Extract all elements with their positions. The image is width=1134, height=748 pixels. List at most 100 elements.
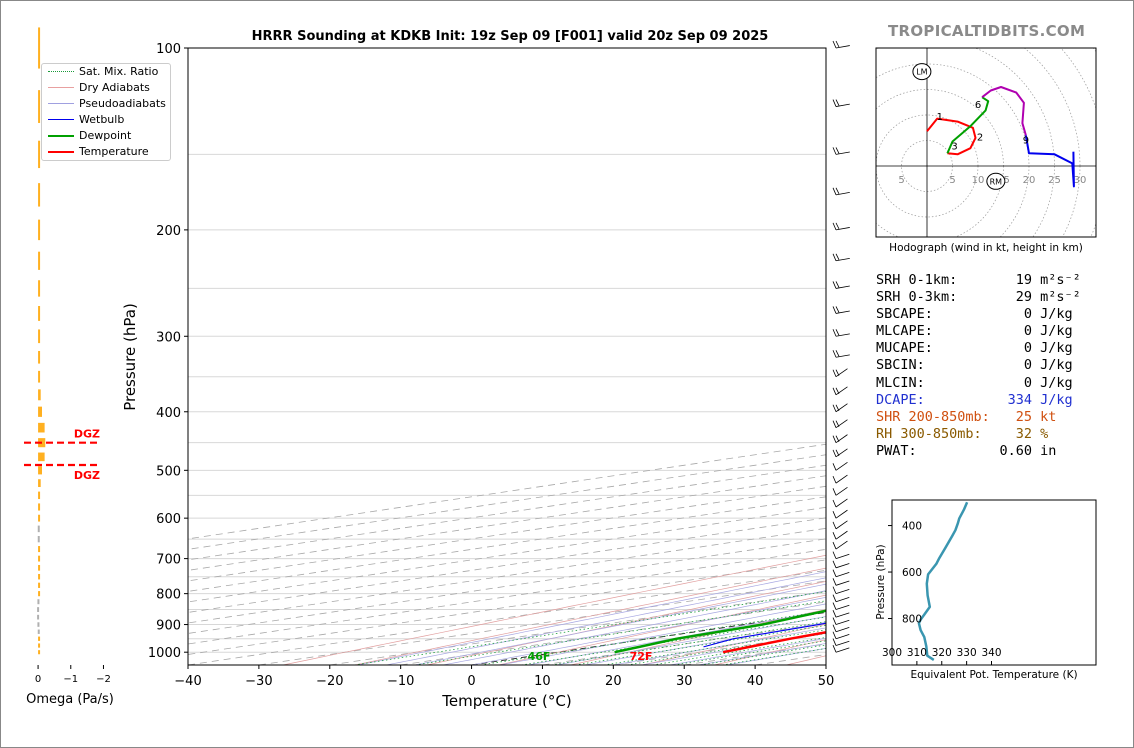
wind-barb xyxy=(832,624,850,633)
index-label: MUCAPE: xyxy=(876,340,933,357)
omega-bar xyxy=(38,514,41,522)
hodograph-frame xyxy=(875,47,1097,238)
wind-barb xyxy=(832,645,850,653)
y-tick-label: 400 xyxy=(156,406,181,421)
theta-e-y-tick-label: 600 xyxy=(902,567,922,579)
wind-barb xyxy=(832,419,848,428)
index-number: 29 xyxy=(1015,289,1032,306)
isotherm-line xyxy=(188,548,826,645)
hodograph-height-label: 1 xyxy=(937,112,943,123)
x-tick-label: −40 xyxy=(174,674,201,689)
hodograph-segment xyxy=(981,86,1027,136)
storm-motion-right-marker xyxy=(986,172,1006,190)
wind-barb xyxy=(832,329,850,337)
isotherm-line xyxy=(188,475,826,571)
surface-temperature-label: 72F xyxy=(630,650,653,663)
isotherm-line xyxy=(188,538,826,634)
wind-barb xyxy=(832,498,848,508)
hodograph-height-label: 2 xyxy=(977,133,983,144)
x-tick-label: −10 xyxy=(387,674,414,689)
pseudoadiabat xyxy=(499,603,826,665)
legend-item-wetbulb: Wetbulb xyxy=(42,112,170,128)
index-unit: J/kg xyxy=(1032,340,1073,357)
index-label: MLCIN: xyxy=(876,374,925,391)
omega-bar xyxy=(38,140,41,169)
wind-barb xyxy=(832,520,848,530)
omega-bar xyxy=(38,591,41,597)
dry-adiabat xyxy=(354,567,826,665)
legend-item-dewpoint: Dewpoint xyxy=(42,128,170,144)
hodograph-height-label: 3 xyxy=(951,142,957,153)
x-tick-label: 10 xyxy=(534,674,551,689)
index-number: 0 xyxy=(1023,306,1032,323)
index-value: 29 m²s⁻² xyxy=(984,289,1094,306)
index-number: 0 xyxy=(1023,357,1032,374)
pseudoadiabat xyxy=(528,609,826,665)
theta-e-x-tick-label: 310 xyxy=(907,647,927,659)
index-number: 334 xyxy=(1007,391,1032,408)
index-unit: J/kg xyxy=(1032,374,1073,391)
wind-barb xyxy=(832,403,848,413)
isotherm-line xyxy=(188,496,826,592)
legend-label: Dry Adiabats xyxy=(79,81,150,94)
storm-motion-left-marker xyxy=(912,63,932,81)
omega-bar xyxy=(38,555,41,562)
hodograph-ring-label: 5 xyxy=(949,175,955,186)
index-number: 32 xyxy=(1015,425,1032,442)
theta-e-x-tick-label: 320 xyxy=(932,647,952,659)
omega-bar xyxy=(37,536,40,543)
skewt-plot-area: 124681013162024303646F72F xyxy=(188,48,826,665)
omega-tick-label: 0 xyxy=(35,674,41,685)
wind-barb xyxy=(832,187,850,196)
legend-label: Wetbulb xyxy=(79,113,125,126)
y-tick-label: 500 xyxy=(156,464,181,479)
index-unit: J/kg xyxy=(1032,357,1073,374)
theta-e-profile xyxy=(917,501,969,661)
y-tick-label: 300 xyxy=(156,330,181,345)
omega-tick-label: −2 xyxy=(96,674,111,685)
legend-label: Pseudoadiabats xyxy=(79,97,166,110)
pseudoadiabat xyxy=(358,571,826,665)
theta-e-x-tick-label: 330 xyxy=(957,647,977,659)
y-tick-label: 600 xyxy=(156,512,181,527)
wind-barb xyxy=(832,253,850,262)
wind-barb xyxy=(832,594,850,603)
legend-item-dry-adiabats: Dry Adiabats xyxy=(42,80,170,96)
theta-e-x-axis-label: Equivalent Pot. Temperature (K) xyxy=(910,669,1077,681)
wind-barb xyxy=(832,540,848,550)
isotherm-line xyxy=(188,485,826,582)
wind-barb xyxy=(832,578,850,586)
theta-e-x-tick-label: 300 xyxy=(882,647,902,659)
theta-e-frame xyxy=(891,499,1097,666)
omega-bar xyxy=(38,329,41,344)
dgz-label-bottom: DGZ xyxy=(74,469,100,482)
pseudoadiabat xyxy=(386,577,826,665)
index-label: DCAPE: xyxy=(876,391,925,408)
wind-barb xyxy=(832,509,848,519)
isotherm-line xyxy=(188,559,826,655)
wind-barb xyxy=(832,281,850,289)
mixing-ratio-line xyxy=(652,637,826,665)
theta-e-y-tick-label: 800 xyxy=(902,614,922,626)
omega-bar xyxy=(37,622,40,627)
omega-bar xyxy=(38,636,41,641)
index-value: 0 J/kg xyxy=(984,340,1094,357)
omega-bar xyxy=(38,389,41,401)
x-tick-label: −20 xyxy=(316,674,343,689)
hodograph-segment xyxy=(926,117,977,156)
y-tick-label: 1000 xyxy=(148,646,181,661)
omega-bar xyxy=(38,219,41,241)
pseudoadiabat xyxy=(443,590,826,665)
dry-adiabat xyxy=(570,609,826,665)
omega-bar xyxy=(38,479,41,488)
omega-bar xyxy=(38,183,41,207)
surface-dewpoint-label: 46F xyxy=(528,650,551,663)
index-value: 0 J/kg xyxy=(984,375,1094,392)
hodograph-plot-area: 55101520253012369LMRM xyxy=(876,48,1096,237)
wind-barb xyxy=(832,569,850,578)
wind-barb xyxy=(832,448,848,458)
wind-barb xyxy=(832,474,848,484)
omega-bar xyxy=(38,90,41,123)
omega-bar xyxy=(38,251,41,270)
